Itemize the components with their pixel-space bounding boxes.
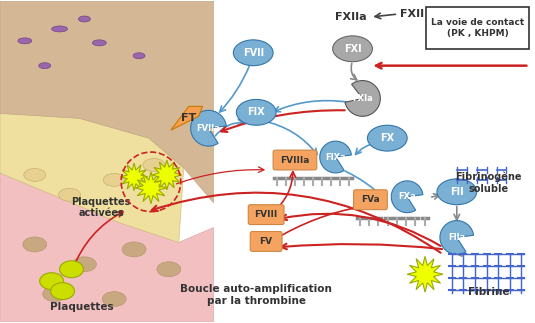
Wedge shape <box>345 80 380 116</box>
Ellipse shape <box>236 99 276 125</box>
Polygon shape <box>0 173 213 322</box>
Wedge shape <box>190 110 226 146</box>
Wedge shape <box>440 221 473 254</box>
Text: Boucle auto-amplification
par la thrombine: Boucle auto-amplification par la thrombi… <box>180 284 332 306</box>
Text: FXIIa: FXIIa <box>335 12 366 22</box>
Text: FVIIa: FVIIa <box>197 124 220 133</box>
Text: FVII: FVII <box>243 48 264 58</box>
FancyBboxPatch shape <box>426 7 529 49</box>
Text: FVIIIa: FVIIIa <box>280 155 310 164</box>
Ellipse shape <box>40 273 64 290</box>
Text: La voie de contact
(PK , KHPM): La voie de contact (PK , KHPM) <box>431 18 524 38</box>
FancyBboxPatch shape <box>250 232 282 251</box>
Text: FVIII: FVIII <box>255 210 278 219</box>
Ellipse shape <box>59 261 83 278</box>
FancyBboxPatch shape <box>354 190 387 210</box>
Wedge shape <box>320 141 351 173</box>
Text: FXIa: FXIa <box>352 94 373 103</box>
FancyBboxPatch shape <box>273 150 317 170</box>
Ellipse shape <box>52 26 67 32</box>
Polygon shape <box>407 256 443 292</box>
Ellipse shape <box>43 287 66 302</box>
Text: FVa: FVa <box>361 195 380 204</box>
Ellipse shape <box>79 16 90 22</box>
Ellipse shape <box>233 40 273 66</box>
Ellipse shape <box>437 179 477 205</box>
Text: Plaquettes: Plaquettes <box>50 302 113 312</box>
Text: FXII: FXII <box>400 9 424 19</box>
Text: FXa: FXa <box>398 192 416 201</box>
Text: FII: FII <box>450 187 464 197</box>
Ellipse shape <box>102 292 126 307</box>
Ellipse shape <box>23 237 47 252</box>
Ellipse shape <box>333 36 372 62</box>
Text: FIXa: FIXa <box>325 152 346 162</box>
Ellipse shape <box>143 159 165 172</box>
Wedge shape <box>391 181 423 213</box>
Text: FV: FV <box>259 237 273 246</box>
Ellipse shape <box>93 40 106 46</box>
Text: FX: FX <box>380 133 394 143</box>
Text: FXI: FXI <box>343 44 361 54</box>
Text: Plaquettes
activées: Plaquettes activées <box>72 197 131 218</box>
Polygon shape <box>152 160 182 190</box>
Ellipse shape <box>103 173 125 186</box>
Polygon shape <box>0 1 213 203</box>
Text: Fibrinogène
soluble: Fibrinogène soluble <box>455 172 522 194</box>
Text: FT: FT <box>181 113 196 123</box>
Ellipse shape <box>59 188 80 201</box>
Ellipse shape <box>122 242 146 257</box>
Ellipse shape <box>24 169 45 181</box>
Polygon shape <box>120 163 148 191</box>
Ellipse shape <box>73 257 96 272</box>
FancyBboxPatch shape <box>248 205 284 224</box>
Ellipse shape <box>39 63 51 69</box>
Text: FIIa: FIIa <box>448 233 465 242</box>
Ellipse shape <box>18 38 32 44</box>
Polygon shape <box>0 113 184 243</box>
Polygon shape <box>135 172 167 204</box>
Ellipse shape <box>157 262 181 277</box>
Text: FIX: FIX <box>247 107 265 117</box>
Ellipse shape <box>368 125 407 151</box>
Polygon shape <box>171 106 203 130</box>
Text: Fibrine: Fibrine <box>468 287 509 297</box>
Ellipse shape <box>51 283 74 299</box>
Ellipse shape <box>133 53 145 59</box>
